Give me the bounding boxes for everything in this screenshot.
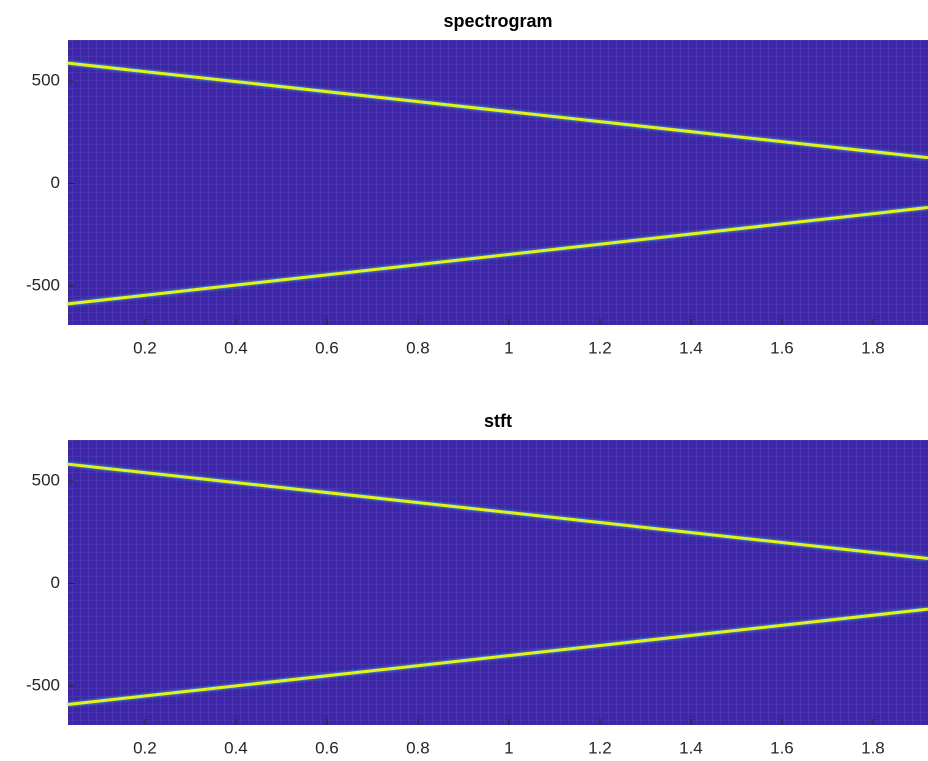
x-tick-label: 0.6 xyxy=(315,738,339,757)
y-tick-label: 500 xyxy=(32,470,60,489)
y-tick-label: 0 xyxy=(51,573,60,592)
chart-title: spectrogram xyxy=(443,11,552,31)
x-tick-label: 1.6 xyxy=(770,738,794,757)
x-tick-label: 1.6 xyxy=(770,338,794,357)
ridge-line xyxy=(67,462,928,561)
plot-mesh xyxy=(68,40,928,325)
x-tick-label: 1.4 xyxy=(679,738,703,757)
chart-title: stft xyxy=(484,411,512,431)
x-tick-label: 1 xyxy=(504,338,513,357)
y-tick-label: -500 xyxy=(26,676,60,695)
x-tick-label: 1.8 xyxy=(861,338,885,357)
y-tick-label: 500 xyxy=(32,70,60,89)
y-tick-label: -500 xyxy=(26,276,60,295)
x-tick-label: 0.6 xyxy=(315,338,339,357)
x-tick-label: 1.2 xyxy=(588,738,612,757)
x-tick-label: 1.8 xyxy=(861,738,885,757)
x-tick-label: 0.8 xyxy=(406,338,430,357)
x-tick-label: 0.8 xyxy=(406,738,430,757)
ridge-line xyxy=(67,206,928,306)
x-tick-label: 0.4 xyxy=(224,738,248,757)
ridge-line xyxy=(67,607,928,706)
x-tick-label: 1.2 xyxy=(588,338,612,357)
y-tick-label: 0 xyxy=(51,173,60,192)
x-tick-label: 1.4 xyxy=(679,338,703,357)
plot-mesh xyxy=(68,440,928,725)
x-tick-label: 1 xyxy=(504,738,513,757)
x-tick-label: 0.4 xyxy=(224,338,248,357)
ridge-line xyxy=(67,61,928,160)
x-tick-label: 0.2 xyxy=(133,338,157,357)
x-tick-label: 0.2 xyxy=(133,738,157,757)
